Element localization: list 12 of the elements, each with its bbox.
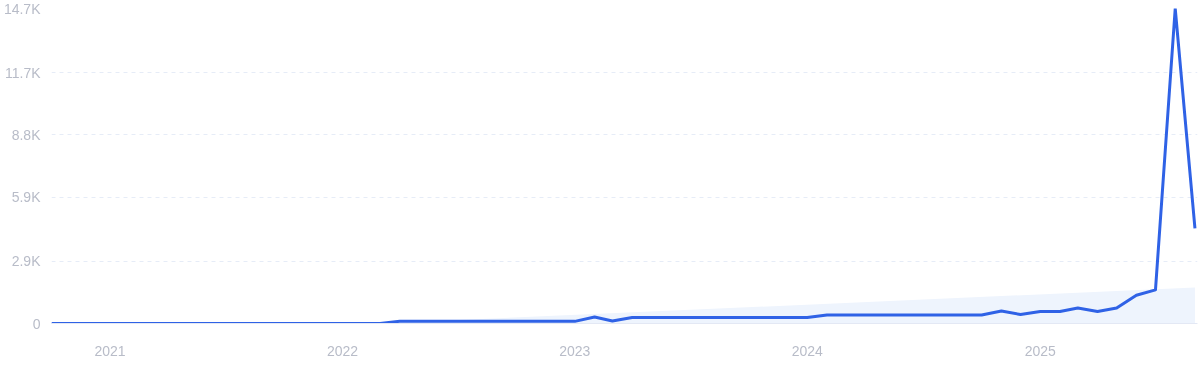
y-tick-label: 11.7K <box>4 64 42 81</box>
x-tick-label: 2025 <box>1024 342 1057 359</box>
x-tick-label: 2023 <box>559 342 591 359</box>
y-tick-label: 14.7K <box>3 0 42 17</box>
y-tick-label: 8.8K <box>11 126 42 143</box>
x-tick-label: 2024 <box>791 342 824 359</box>
y-tick-label: 5.9K <box>11 189 42 206</box>
y-tick-label: 2.9K <box>11 253 42 270</box>
x-tick-label: 2021 <box>94 342 126 359</box>
y-tick-label: 0 <box>32 315 41 332</box>
x-tick-label: 2022 <box>326 342 359 359</box>
line-series <box>51 8 1197 324</box>
